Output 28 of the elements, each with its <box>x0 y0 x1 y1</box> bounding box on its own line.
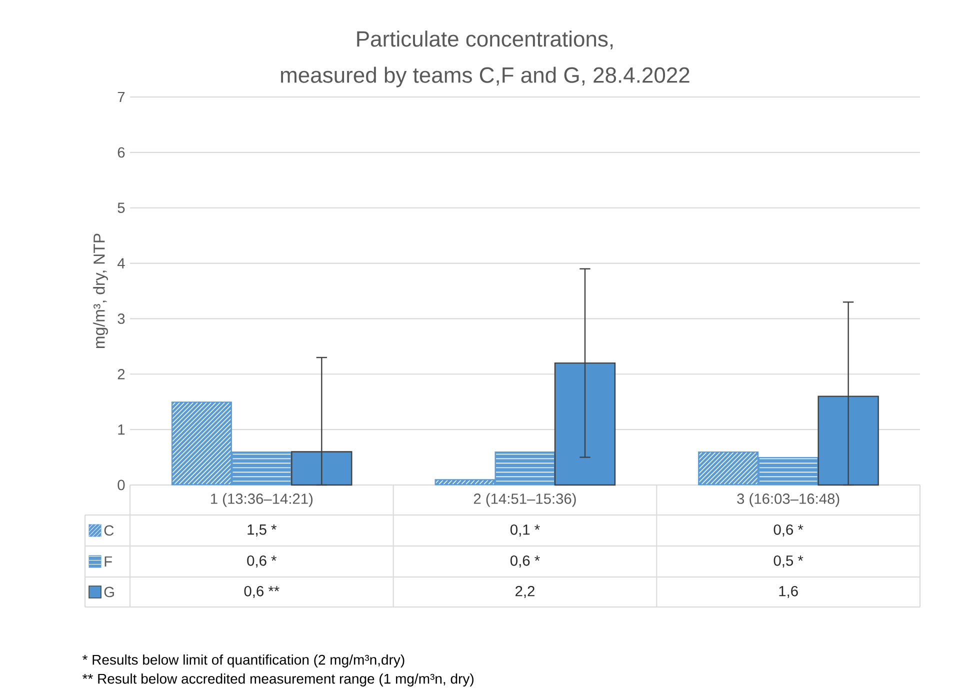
y-tick-label: 2 <box>118 369 125 380</box>
x-tick-label: 3 (16:03–16:48) <box>737 493 840 507</box>
y-axis-title: mg/m³, dry, NTP <box>93 234 108 348</box>
data-label: 0,6 * <box>510 555 540 568</box>
data-label: 0,6 * <box>247 555 277 568</box>
y-tick-label: 1 <box>118 424 125 435</box>
y-tick-label: 6 <box>118 147 125 158</box>
data-label: 1,5 * <box>248 524 277 536</box>
y-tick-label: 4 <box>117 258 125 268</box>
y-tick-label: 7 <box>118 92 125 102</box>
data-label: 1,6 <box>779 586 798 598</box>
y-tick-label: 0 <box>118 480 125 490</box>
x-tick-label: 1 (13:36–14:21) <box>211 493 313 507</box>
y-tick-label: 3 <box>118 314 125 324</box>
text: ** Result below accredited measurement range (1 mg/m³n, dry) <box>82 673 474 687</box>
y-tick-label: 5 <box>118 202 125 213</box>
chart-title: Particulate concentrations, <box>357 30 613 50</box>
text: * Results below limit of quantification (2 mg/m³n,dry) <box>82 654 404 668</box>
data-label: 0,5 * <box>774 555 804 568</box>
legend-label: F <box>104 556 112 567</box>
x-tick-label: 2 (14:51–15:36) <box>474 493 576 507</box>
chart-subtitle: measured by teams C,F and G, 28.4.2022 <box>281 66 690 88</box>
data-label: 2,2 <box>516 586 534 598</box>
data-label: 0,1 * <box>510 524 540 537</box>
data-label: 0,6 * <box>774 524 804 537</box>
data-label: 0,6 ** <box>244 586 280 598</box>
legend-label: C <box>104 525 114 536</box>
legend-label: G <box>104 586 114 598</box>
